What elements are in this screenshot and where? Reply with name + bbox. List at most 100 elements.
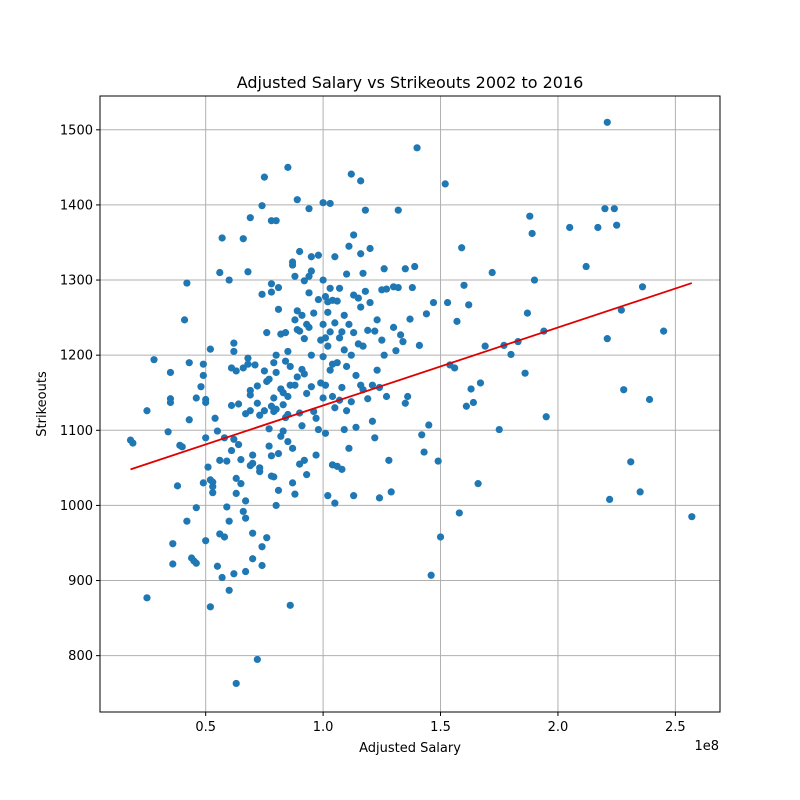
- data-point: [406, 315, 414, 323]
- data-point: [303, 471, 311, 479]
- data-point: [422, 310, 431, 318]
- data-point: [272, 217, 280, 225]
- data-point: [582, 262, 590, 271]
- data-point: [319, 320, 327, 328]
- data-point: [293, 196, 301, 204]
- data-point: [340, 346, 348, 354]
- data-point: [300, 456, 308, 464]
- y-tick-label: 1000: [60, 499, 93, 514]
- data-point: [371, 327, 379, 335]
- data-point: [237, 480, 245, 488]
- x-tick-label: 1.5: [430, 720, 451, 735]
- data-point: [202, 537, 210, 545]
- data-point: [307, 351, 315, 359]
- data-point: [359, 342, 367, 350]
- data-point: [281, 357, 290, 365]
- chart-title: Adjusted Salary vs Strikeouts 2002 to 20…: [237, 73, 584, 92]
- data-point: [314, 295, 323, 304]
- trendline-group: [130, 282, 693, 471]
- data-point: [288, 261, 297, 269]
- data-point: [185, 359, 193, 367]
- data-point: [242, 567, 250, 576]
- data-point: [594, 223, 602, 232]
- data-point: [361, 287, 369, 295]
- data-point: [528, 229, 536, 238]
- data-point: [338, 465, 346, 473]
- data-point: [218, 234, 226, 242]
- data-point: [340, 425, 348, 434]
- data-point: [274, 449, 283, 458]
- data-point: [263, 534, 271, 542]
- data-point: [375, 494, 384, 502]
- y-tick-label: 1100: [60, 424, 93, 439]
- data-point: [293, 373, 301, 381]
- data-point: [209, 489, 217, 497]
- data-point: [223, 457, 231, 465]
- x-axis-ticks: 0.5 1.0 1.5 2.0 2.5: [195, 712, 686, 735]
- data-point: [373, 366, 381, 374]
- data-point: [274, 283, 283, 292]
- data-point: [613, 221, 621, 229]
- data-point: [307, 383, 315, 391]
- data-point: [216, 456, 224, 464]
- data-point: [284, 347, 292, 356]
- data-point: [192, 504, 200, 512]
- data-point: [408, 283, 416, 292]
- data-point: [242, 497, 250, 505]
- data-point: [300, 335, 308, 343]
- data-point: [279, 427, 287, 435]
- data-point: [354, 294, 362, 302]
- grid-lines: [100, 96, 720, 712]
- data-point: [364, 395, 372, 403]
- data-point: [389, 323, 398, 331]
- data-point: [260, 407, 268, 415]
- data-point: [143, 594, 151, 602]
- y-tick-label: 800: [68, 649, 93, 664]
- data-point: [173, 482, 182, 490]
- data-point: [378, 336, 386, 344]
- data-point: [272, 368, 280, 377]
- data-point: [291, 381, 299, 389]
- data-point: [530, 276, 539, 284]
- data-point: [427, 571, 435, 579]
- y-axis-label: Strikeouts: [35, 371, 50, 437]
- data-point: [183, 517, 191, 525]
- data-point: [603, 118, 611, 126]
- data-point: [199, 371, 207, 380]
- data-point: [338, 383, 346, 392]
- data-point: [225, 276, 233, 284]
- data-point: [601, 205, 609, 213]
- data-point: [507, 350, 515, 359]
- data-point: [267, 288, 276, 296]
- data-point: [286, 362, 294, 371]
- data-point: [213, 562, 222, 570]
- data-point: [495, 425, 503, 434]
- data-point: [263, 329, 271, 337]
- data-point: [291, 490, 299, 498]
- data-point: [331, 319, 339, 327]
- data-point: [382, 392, 391, 401]
- data-point: [237, 455, 245, 464]
- data-point: [361, 206, 369, 214]
- data-point: [324, 308, 332, 316]
- data-point: [166, 368, 175, 377]
- data-point: [523, 309, 532, 317]
- data-point: [239, 235, 247, 243]
- data-point: [399, 338, 407, 346]
- data-point: [326, 199, 334, 208]
- data-point: [227, 446, 236, 455]
- data-point: [249, 451, 257, 459]
- data-point: [258, 561, 266, 570]
- data-point: [234, 400, 243, 408]
- data-point: [178, 443, 186, 451]
- data-point: [357, 303, 365, 311]
- plot-frame: [99, 95, 721, 713]
- data-point: [387, 488, 395, 496]
- data-point: [129, 439, 137, 447]
- data-point: [467, 385, 475, 393]
- data-point: [213, 427, 222, 435]
- data-point: [638, 283, 647, 291]
- data-point: [352, 371, 360, 380]
- x-axis-label: Adjusted Salary: [359, 741, 461, 756]
